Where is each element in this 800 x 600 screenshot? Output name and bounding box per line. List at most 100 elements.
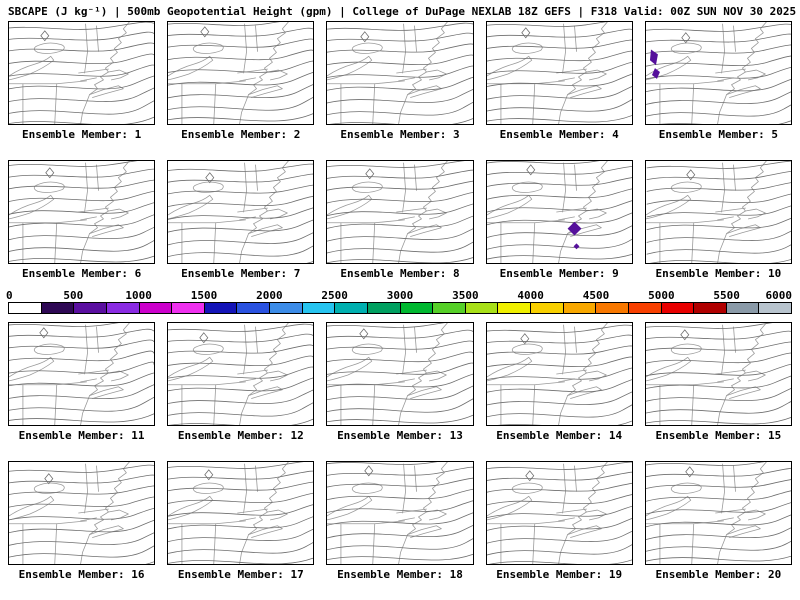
ensemble-panel[interactable]: Ensemble Member: 8 bbox=[326, 160, 474, 283]
ensemble-member-label: Ensemble Member: 9 bbox=[499, 267, 619, 280]
colorbar-tick: 3500 bbox=[452, 289, 479, 302]
map-svg bbox=[486, 462, 632, 564]
ensemble-panel[interactable]: Ensemble Member: 9 bbox=[485, 160, 633, 283]
ensemble-map[interactable] bbox=[644, 21, 792, 125]
colorbar-segment bbox=[172, 303, 205, 313]
ensemble-member-label: Ensemble Member: 12 bbox=[177, 429, 304, 442]
colorbar-segment bbox=[41, 303, 75, 313]
ensemble-panel[interactable]: Ensemble Member: 5 bbox=[644, 21, 792, 144]
ensemble-map[interactable] bbox=[485, 21, 633, 125]
ensemble-member-label: Ensemble Member: 4 bbox=[499, 128, 619, 141]
map-svg bbox=[645, 323, 791, 425]
colorbar-segment bbox=[9, 303, 42, 313]
map-svg bbox=[327, 323, 473, 425]
colorbar-segment bbox=[270, 303, 303, 313]
colorbar-tick: 1500 bbox=[190, 289, 218, 302]
colorbar-tick: 5000 bbox=[648, 289, 675, 302]
map-svg bbox=[9, 462, 155, 564]
ensemble-panel[interactable]: Ensemble Member: 11 bbox=[8, 322, 156, 445]
colorbar-tick: 5500 bbox=[713, 289, 740, 302]
ensemble-panel[interactable]: Ensemble Member: 6 bbox=[8, 160, 156, 283]
ensemble-map[interactable] bbox=[8, 322, 156, 426]
map-svg bbox=[486, 323, 632, 425]
colorbar-segment bbox=[302, 303, 336, 313]
colorbar-segment bbox=[661, 303, 695, 313]
ensemble-member-label: Ensemble Member: 16 bbox=[18, 568, 145, 581]
panel-grid-bottom: Ensemble Member: 11 Ensemble Member: 12 … bbox=[8, 322, 792, 584]
ensemble-map[interactable] bbox=[167, 322, 315, 426]
ensemble-member-label: Ensemble Member: 19 bbox=[496, 568, 623, 581]
ensemble-member-label: Ensemble Member: 17 bbox=[177, 568, 304, 581]
ensemble-map[interactable] bbox=[8, 160, 156, 264]
ensemble-panel[interactable]: Ensemble Member: 15 bbox=[644, 322, 792, 445]
ensemble-panel[interactable]: Ensemble Member: 4 bbox=[485, 21, 633, 144]
panel-grid-top: Ensemble Member: 1 Ensemble Member: 2 En… bbox=[8, 21, 792, 283]
colorbar-segment bbox=[139, 303, 173, 313]
colorbar-tick: 1000 bbox=[125, 289, 152, 302]
colorbar-segment bbox=[563, 303, 597, 313]
ensemble-member-label: Ensemble Member: 7 bbox=[181, 267, 301, 280]
colorbar-segment bbox=[367, 303, 401, 313]
ensemble-map[interactable] bbox=[326, 461, 474, 565]
ensemble-member-label: Ensemble Member: 10 bbox=[655, 267, 782, 280]
map-svg bbox=[9, 323, 155, 425]
ensemble-map[interactable] bbox=[326, 160, 474, 264]
ensemble-map[interactable] bbox=[644, 322, 792, 426]
colorbar-tick: 2000 bbox=[256, 289, 283, 302]
colorbar-tick: 500 bbox=[63, 289, 84, 302]
map-svg bbox=[168, 323, 314, 425]
map-svg bbox=[486, 22, 632, 124]
ensemble-map[interactable] bbox=[167, 21, 315, 125]
colorbar-segment bbox=[531, 303, 564, 313]
map-svg bbox=[168, 161, 314, 263]
map-svg bbox=[9, 161, 155, 263]
ensemble-panel[interactable]: Ensemble Member: 3 bbox=[326, 21, 474, 144]
ensemble-panel[interactable]: Ensemble Member: 12 bbox=[167, 322, 315, 445]
colorbar-tick: 3000 bbox=[386, 289, 414, 302]
map-svg bbox=[9, 22, 155, 124]
map-svg bbox=[168, 22, 314, 124]
ensemble-map[interactable] bbox=[167, 461, 315, 565]
ensemble-map[interactable] bbox=[326, 322, 474, 426]
ensemble-panel[interactable]: Ensemble Member: 7 bbox=[167, 160, 315, 283]
ensemble-panel[interactable]: Ensemble Member: 20 bbox=[644, 461, 792, 584]
colorbar: 0 500 1000 1500 2000 2500 3000 3500 4000 4500 5000… bbox=[6, 289, 793, 314]
map-svg bbox=[645, 161, 791, 263]
map-svg bbox=[327, 161, 473, 263]
ensemble-panel[interactable]: Ensemble Member: 14 bbox=[485, 322, 633, 445]
ensemble-panel[interactable]: Ensemble Member: 16 bbox=[8, 461, 156, 584]
ensemble-panel[interactable]: Ensemble Member: 10 bbox=[644, 160, 792, 283]
ensemble-map[interactable] bbox=[485, 160, 633, 264]
ensemble-map[interactable] bbox=[644, 461, 792, 565]
ensemble-map[interactable] bbox=[485, 461, 633, 565]
map-svg bbox=[327, 22, 473, 124]
ensemble-member-label: Ensemble Member: 1 bbox=[21, 128, 142, 141]
ensemble-member-label: Ensemble Member: 6 bbox=[21, 267, 142, 280]
ensemble-panel[interactable]: Ensemble Member: 1 bbox=[8, 21, 156, 144]
ensemble-panel[interactable]: Ensemble Member: 13 bbox=[326, 322, 474, 445]
colorbar-segment bbox=[204, 303, 238, 313]
colorbar-segment bbox=[433, 303, 466, 313]
ensemble-map[interactable] bbox=[167, 160, 315, 264]
ensemble-member-label: Ensemble Member: 2 bbox=[181, 128, 301, 141]
colorbar-tick: 6000 bbox=[765, 289, 793, 302]
colorbar-tick: 4000 bbox=[517, 289, 544, 302]
ensemble-panel[interactable]: Ensemble Member: 17 bbox=[167, 461, 315, 584]
ensemble-panel[interactable]: Ensemble Member: 2 bbox=[167, 21, 315, 144]
ensemble-map[interactable] bbox=[8, 461, 156, 565]
ensemble-member-label: Ensemble Member: 3 bbox=[340, 128, 460, 141]
ensemble-map[interactable] bbox=[326, 21, 474, 125]
map-svg bbox=[645, 22, 791, 124]
ensemble-viewer: SBCAPE (J kg⁻¹) | 500mb Geopotential Hei… bbox=[6, 5, 796, 584]
colorbar-tick: 4500 bbox=[582, 289, 610, 302]
ensemble-map[interactable] bbox=[8, 21, 156, 125]
ensemble-panel[interactable]: Ensemble Member: 18 bbox=[326, 461, 474, 584]
ensemble-map[interactable] bbox=[644, 160, 792, 264]
colorbar-segment bbox=[106, 303, 140, 313]
colorbar-segment bbox=[628, 303, 662, 313]
ensemble-member-label: Ensemble Member: 11 bbox=[18, 429, 145, 442]
ensemble-panel[interactable]: Ensemble Member: 19 bbox=[485, 461, 633, 584]
colorbar-segment bbox=[726, 303, 760, 313]
ensemble-map[interactable] bbox=[485, 322, 633, 426]
ensemble-member-label: Ensemble Member: 5 bbox=[658, 128, 778, 141]
